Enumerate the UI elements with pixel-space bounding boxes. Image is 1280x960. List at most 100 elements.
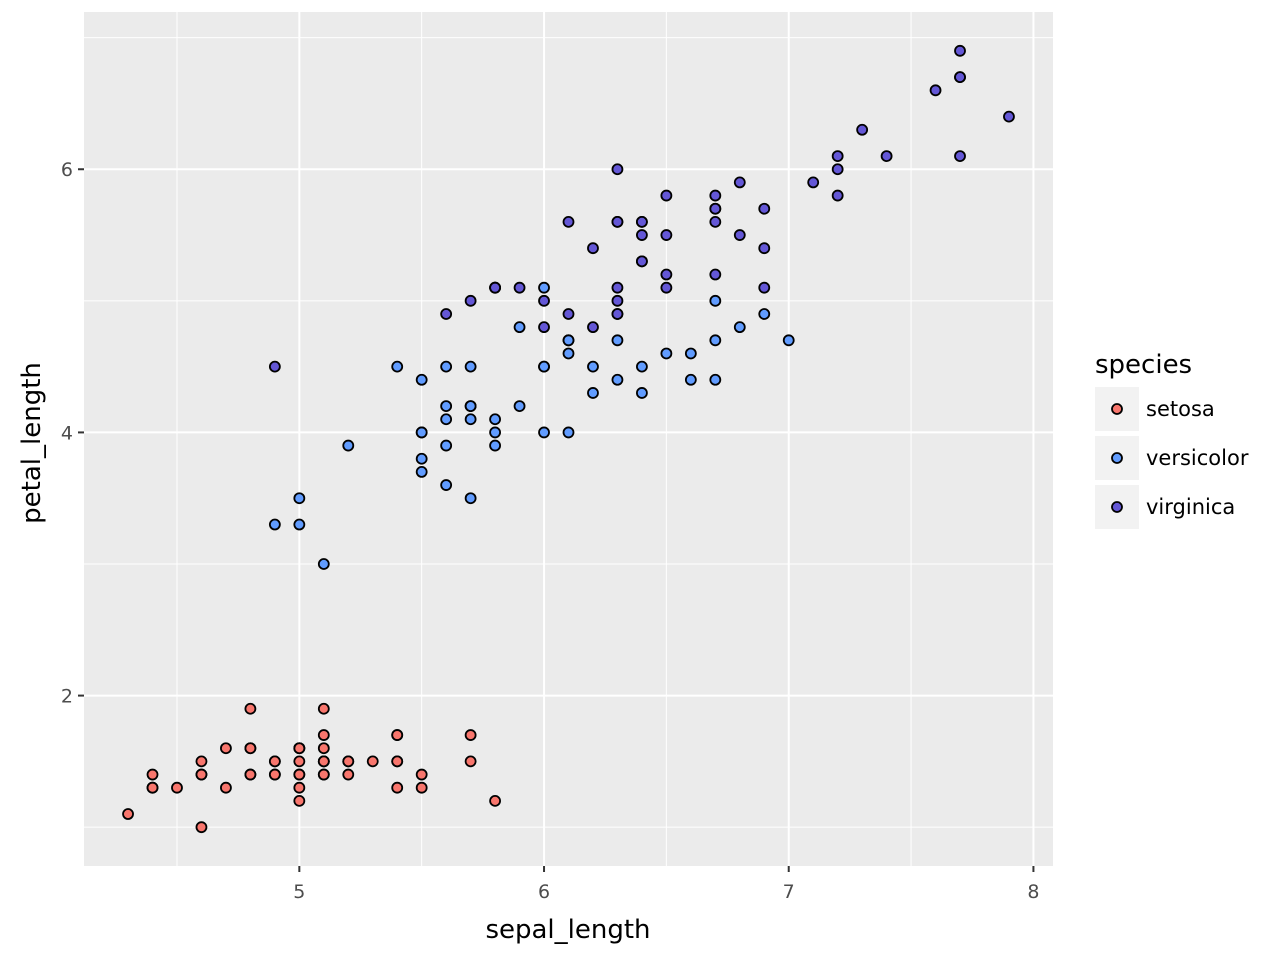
y-tick-label: 2 bbox=[61, 686, 73, 708]
data-point-versicolor bbox=[415, 426, 428, 439]
data-point-setosa bbox=[342, 768, 355, 781]
data-point-setosa bbox=[317, 729, 330, 741]
data-point-versicolor bbox=[538, 281, 550, 294]
legend-label-versicolor: versicolor bbox=[1146, 446, 1249, 470]
x-tick-label: 6 bbox=[538, 881, 550, 903]
data-point-setosa bbox=[293, 794, 306, 807]
data-point-setosa bbox=[415, 781, 428, 794]
data-point-versicolor bbox=[415, 373, 428, 386]
legend-swatch-setosa bbox=[1111, 403, 1123, 415]
legend-swatch-versicolor bbox=[1111, 452, 1123, 464]
data-point-versicolor bbox=[611, 334, 624, 347]
data-point-versicolor bbox=[440, 400, 453, 413]
data-point-setosa bbox=[244, 768, 257, 781]
data-points bbox=[122, 44, 1015, 834]
data-point-virginica bbox=[1003, 110, 1015, 123]
data-point-versicolor bbox=[489, 413, 501, 426]
data-point-versicolor bbox=[709, 334, 722, 347]
data-point-setosa bbox=[293, 768, 306, 781]
data-point-virginica bbox=[636, 229, 648, 241]
data-point-virginica bbox=[538, 321, 550, 334]
data-point-versicolor bbox=[513, 321, 526, 334]
data-point-setosa bbox=[146, 768, 159, 781]
data-point-versicolor bbox=[684, 373, 697, 386]
data-point-versicolor bbox=[709, 373, 722, 386]
data-point-virginica bbox=[489, 281, 501, 294]
data-point-virginica bbox=[660, 281, 673, 294]
data-point-versicolor bbox=[684, 347, 697, 360]
x-tick-label: 8 bbox=[1027, 881, 1039, 903]
data-point-setosa bbox=[415, 768, 428, 781]
data-point-virginica bbox=[660, 268, 673, 281]
data-point-versicolor bbox=[562, 347, 575, 360]
data-point-versicolor bbox=[415, 465, 428, 478]
data-point-versicolor bbox=[636, 387, 648, 399]
data-point-setosa bbox=[146, 781, 159, 794]
x-tick-label: 7 bbox=[783, 881, 795, 903]
data-point-virginica bbox=[611, 294, 624, 307]
data-point-virginica bbox=[513, 281, 526, 294]
data-point-setosa bbox=[293, 781, 306, 794]
data-point-versicolor bbox=[562, 426, 575, 439]
data-point-virginica bbox=[660, 229, 673, 241]
data-point-setosa bbox=[317, 768, 330, 781]
data-point-versicolor bbox=[733, 321, 746, 334]
data-point-versicolor bbox=[538, 426, 550, 439]
data-point-virginica bbox=[856, 123, 869, 136]
data-point-virginica bbox=[831, 189, 844, 202]
data-point-virginica bbox=[709, 202, 722, 215]
data-point-versicolor bbox=[562, 334, 575, 347]
data-point-setosa bbox=[391, 781, 404, 794]
y-axis: 2 4 6 bbox=[61, 159, 84, 708]
data-point-virginica bbox=[929, 84, 942, 97]
data-point-virginica bbox=[954, 150, 966, 162]
data-point-virginica bbox=[440, 308, 453, 320]
data-point-setosa bbox=[317, 702, 330, 715]
data-point-virginica bbox=[758, 242, 771, 255]
data-point-virginica bbox=[636, 215, 648, 228]
data-point-setosa bbox=[171, 781, 183, 794]
y-tick-label: 4 bbox=[61, 422, 73, 444]
data-point-versicolor bbox=[464, 492, 477, 505]
data-point-virginica bbox=[660, 189, 673, 202]
data-point-virginica bbox=[880, 150, 893, 162]
data-point-setosa bbox=[317, 755, 330, 768]
data-point-setosa bbox=[220, 742, 232, 755]
data-point-setosa bbox=[293, 742, 306, 755]
data-point-versicolor bbox=[317, 558, 330, 570]
data-point-virginica bbox=[831, 150, 844, 162]
data-point-virginica bbox=[636, 255, 648, 268]
data-point-versicolor bbox=[587, 360, 599, 373]
legend-title: species bbox=[1095, 350, 1192, 380]
data-point-virginica bbox=[611, 163, 624, 176]
data-point-virginica bbox=[807, 176, 820, 189]
data-point-virginica bbox=[611, 308, 624, 320]
legend: species setosa versicolor virginica bbox=[1095, 350, 1249, 529]
x-axis: 5 6 7 8 bbox=[293, 866, 1039, 903]
data-point-versicolor bbox=[587, 387, 599, 399]
data-point-virginica bbox=[954, 44, 966, 57]
data-point-versicolor bbox=[464, 360, 477, 373]
legend-label-setosa: setosa bbox=[1146, 397, 1215, 421]
data-point-versicolor bbox=[782, 334, 795, 347]
data-point-setosa bbox=[317, 742, 330, 755]
data-point-virginica bbox=[611, 215, 624, 228]
data-point-versicolor bbox=[342, 439, 355, 452]
data-point-versicolor bbox=[293, 492, 306, 505]
legend-label-virginica: virginica bbox=[1146, 495, 1235, 519]
data-point-versicolor bbox=[636, 360, 648, 373]
data-point-setosa bbox=[268, 755, 281, 768]
data-point-virginica bbox=[758, 202, 771, 215]
data-point-virginica bbox=[611, 281, 624, 294]
data-point-setosa bbox=[489, 794, 501, 807]
data-point-versicolor bbox=[440, 413, 453, 426]
data-point-setosa bbox=[195, 768, 208, 781]
data-point-versicolor bbox=[464, 413, 477, 426]
data-point-virginica bbox=[562, 308, 575, 320]
data-point-versicolor bbox=[709, 294, 722, 307]
data-point-setosa bbox=[293, 755, 306, 768]
data-point-virginica bbox=[733, 229, 746, 241]
data-point-setosa bbox=[464, 729, 477, 741]
y-axis-title: petal_length bbox=[17, 362, 47, 524]
